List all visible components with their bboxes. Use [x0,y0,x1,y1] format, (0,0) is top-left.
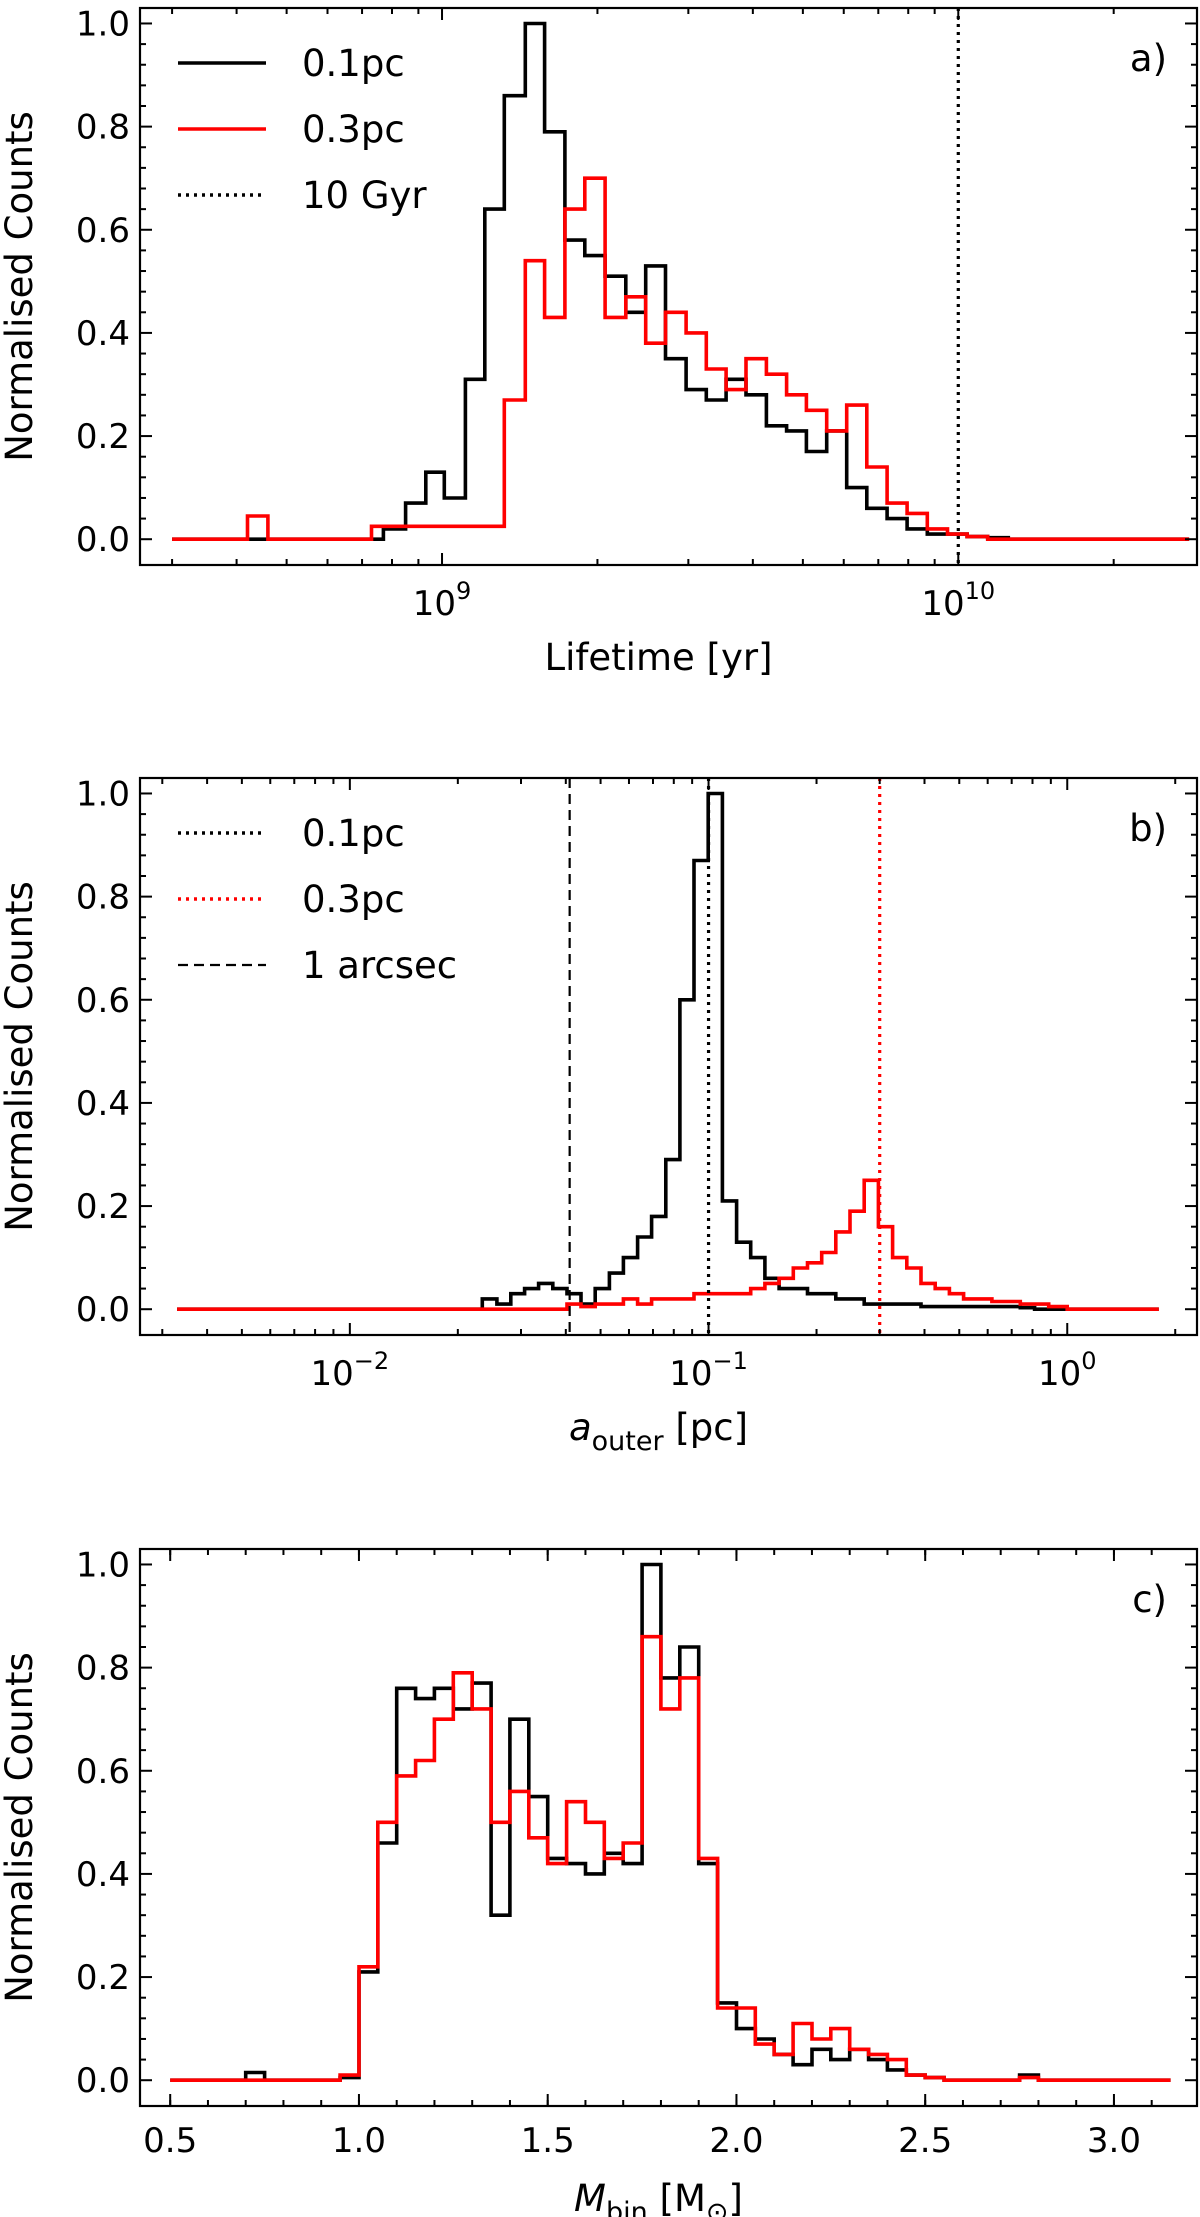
y-tick-label: 0.2 [76,1958,130,1998]
legend-label: 10 Gyr [302,174,427,217]
x-tick-label: 1010 [921,577,995,624]
panel-b: 0.0 0.2 0.4 0.6 0.8 1.0 10−2 10−1 100 aouter [pc]… [0,774,1199,1457]
axes-frame [138,6,1199,567]
panel-c: 0.0 0.2 0.4 0.6 0.8 1.0 0.5 1.0 1.5 2.0 2.5 3.0 Mbin… [0,1545,1199,2217]
hist-series-03pc-b [177,1178,1159,1311]
y-tick-label: 0.0 [76,1290,130,1330]
y-tick-label: 1.0 [76,774,130,814]
x-tick-label: 10−1 [669,1347,748,1394]
hist-series-01pc-c [170,1562,1171,2082]
y-tick-label: 0.0 [76,520,130,560]
y-tick-label: 0.8 [76,108,130,148]
y-tick-label: 0.4 [76,314,130,354]
y-tick-label: 1.0 [76,1545,130,1585]
y-tick-label: 1.0 [76,4,130,44]
hist-series-03pc-a [172,176,1190,541]
hist-series-03pc-c [170,1634,1171,2082]
y-tick-label: 0.8 [76,878,130,918]
plot-area-b [177,778,1159,1335]
legend-label: 0.3pc [302,878,405,921]
x-tick-label: 100 [1038,1347,1097,1394]
legend-label: 0.1pc [302,42,405,85]
x-tick-label: 1.0 [332,2121,386,2161]
y-tick-label: 0.0 [76,2061,130,2101]
y-axis-label: Normalised Counts [0,881,41,1232]
y-tick-label: 0.2 [76,417,130,457]
legend-label: 0.1pc [302,812,405,855]
plot-area-a [172,8,1190,565]
y-axis-label: Normalised Counts [0,111,41,462]
y-tick-label: 0.4 [76,1855,130,1895]
panel-label: b) [1129,807,1167,850]
x-tick-label: 1.5 [521,2121,575,2161]
y-tick-label: 0.6 [76,981,130,1021]
panel-label: c) [1132,1578,1167,1621]
y-tick-label: 0.6 [76,211,130,251]
x-axis-label: Mbin [M⊙] [574,2177,743,2217]
axes-frame [138,1547,1199,2108]
x-tick-label: 3.0 [1087,2121,1141,2161]
x-axis-label: aouter [pc] [569,1406,748,1457]
hist-series-01pc-b [177,791,1159,1311]
y-tick-label: 0.8 [76,1649,130,1689]
y-tick-label: 0.4 [76,1084,130,1124]
hist-series-01pc-a [172,21,1190,541]
y-tick-label: 0.6 [76,1752,130,1792]
x-tick-label: 0.5 [143,2121,197,2161]
x-axis-label: Lifetime [yr] [544,636,772,679]
y-tick-label: 0.2 [76,1187,130,1227]
x-tick-label: 2.5 [898,2121,952,2161]
y-axis-label: Normalised Counts [0,1652,41,2003]
x-tick-label: 2.0 [709,2121,763,2161]
panel-label: a) [1130,37,1167,80]
plot-area-c [170,1562,1171,2082]
panel-a: 0.0 0.2 0.4 0.6 0.8 1.0 109 1010 Lifetime [yr] No… [0,4,1199,679]
legend-label: 0.3pc [302,108,405,151]
legend-label: 1 arcsec [302,944,457,987]
x-tick-label: 10−2 [311,1347,390,1394]
axes-frame [138,776,1199,1337]
x-tick-label: 109 [413,577,472,624]
